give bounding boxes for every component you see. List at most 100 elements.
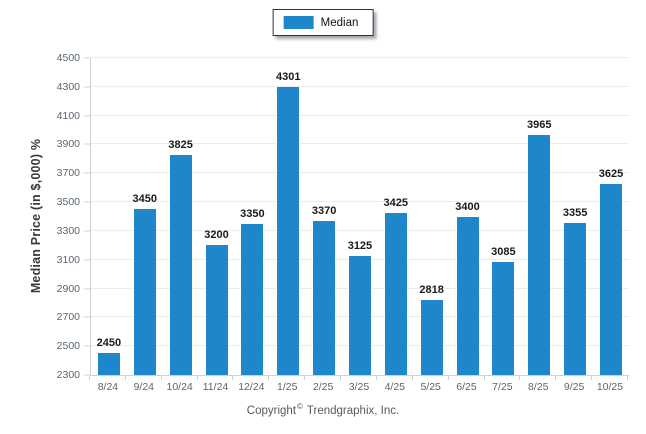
y-axis-tick	[84, 115, 90, 117]
gridline	[91, 85, 629, 87]
x-axis-tick	[591, 376, 593, 380]
bar-cell: 2450	[91, 58, 127, 375]
y-axis-tick	[84, 345, 90, 347]
legend: Median	[272, 9, 374, 36]
bar-cell: 3200	[199, 58, 235, 375]
bar	[528, 135, 551, 375]
bar-cell: 3400	[450, 58, 486, 375]
x-axis-tick	[447, 376, 449, 380]
y-axis-tick	[84, 86, 90, 88]
y-axis-tick	[84, 57, 90, 59]
y-tick-label: 4500	[56, 52, 80, 64]
bar-value-label: 4301	[275, 70, 301, 83]
bar-cell: 3350	[234, 58, 270, 375]
x-axis-tick	[519, 376, 521, 380]
y-tick-label: 2500	[56, 340, 80, 353]
x-tick-label: 12/24	[238, 381, 265, 393]
bar-value-label: 3425	[383, 196, 409, 209]
bar	[420, 300, 443, 375]
y-tick-label: 2900	[56, 282, 80, 295]
bar	[456, 216, 479, 375]
bar-cell: 3425	[378, 58, 414, 375]
x-axis-tick	[89, 376, 90, 380]
x-tick-label: 2/25	[312, 381, 334, 393]
bar-value-label: 3125	[347, 240, 373, 253]
y-axis-tick	[84, 230, 90, 232]
y-tick-label: 2300	[56, 369, 80, 381]
bar-cell: 3625	[593, 58, 629, 375]
x-tick-label: 4/25	[384, 381, 406, 393]
bar-value-label: 3625	[598, 168, 624, 181]
gridline	[91, 143, 629, 145]
y-axis-tick	[84, 201, 90, 203]
bar	[205, 245, 228, 375]
copyright-symbol: ©	[297, 402, 303, 411]
copyright-pre: Copyright	[246, 404, 297, 417]
bar	[169, 155, 192, 375]
bar-value-label: 3370	[311, 204, 337, 217]
bar-cell: 4301	[270, 58, 306, 375]
bar	[564, 222, 587, 375]
gridline	[91, 172, 629, 174]
bar-value-label: 2818	[419, 284, 444, 297]
x-tick-label: 10/24	[166, 381, 193, 393]
gridline	[91, 57, 629, 58]
bar-value-label: 3450	[132, 193, 158, 206]
x-tick-label: 5/25	[420, 381, 441, 393]
x-axis-tick	[483, 376, 485, 380]
y-axis-tick	[84, 172, 90, 174]
bar-value-label: 3350	[240, 207, 265, 220]
bar	[313, 220, 336, 375]
copyright-text: Copyright© Trendgraphix, Inc.	[0, 402, 646, 417]
x-tick-label: 6/25	[456, 381, 477, 393]
bar-cell: 3450	[127, 58, 163, 375]
gridline	[91, 201, 629, 203]
bar	[348, 256, 371, 375]
bar-cell: 3965	[521, 58, 557, 375]
bar-cell: 3085	[485, 58, 521, 375]
bar-value-label: 3355	[562, 206, 588, 219]
bar-value-label: 3965	[526, 119, 552, 132]
bar	[241, 223, 264, 375]
y-axis-tick	[84, 143, 90, 145]
y-tick-label: 3100	[56, 253, 80, 266]
legend-swatch	[283, 16, 314, 29]
y-axis-tick	[84, 374, 90, 376]
y-axis-tick	[84, 316, 90, 318]
x-tick-label: 9/24	[133, 381, 154, 393]
x-axis-tick	[340, 376, 342, 380]
bar	[384, 212, 407, 375]
bar-series: 2450 3450 3825 3200 3350 4301 3370 3125 3425 2818…	[91, 58, 629, 375]
bar	[133, 209, 156, 375]
x-tick-label: 8/25	[528, 381, 549, 393]
y-tick-label: 4100	[56, 109, 80, 122]
y-tick-label: 3700	[56, 167, 80, 180]
x-axis-tick	[124, 376, 126, 380]
plot-area: 2450 3450 3825 3200 3350 4301 3370 3125 3425 2818…	[90, 57, 629, 376]
y-axis-tick	[84, 288, 90, 290]
x-tick-label: 1/25	[277, 381, 298, 393]
copyright-post: Trendgraphix, Inc.	[306, 404, 400, 417]
x-axis-ticks	[89, 376, 628, 380]
x-axis-tick	[555, 376, 557, 380]
x-tick-label: 9/25	[563, 381, 585, 393]
y-axis-tick-labels: 2300 2500 2700 2900 3100 3300 3500 3700 3900 4100…	[0, 52, 80, 381]
y-tick-label: 4300	[56, 80, 80, 93]
x-tick-label: 8/24	[97, 381, 119, 393]
x-tick-label: 10/25	[596, 381, 624, 393]
bar-cell: 3825	[163, 58, 199, 375]
gridline	[91, 229, 629, 231]
x-axis-tick	[375, 376, 377, 380]
bar-cell: 3370	[306, 58, 342, 375]
x-axis-tick	[160, 376, 162, 380]
bar	[97, 353, 120, 375]
legend-label: Median	[320, 16, 359, 29]
x-tick-label: 3/25	[348, 381, 370, 393]
x-axis-tick	[304, 376, 306, 380]
bar-value-label: 3085	[491, 245, 516, 258]
x-axis-labels: 8/24 9/24 10/24 11/24 12/24 1/25 2/25 3/25 4/25 5…	[90, 381, 628, 393]
x-axis-tick	[232, 376, 234, 380]
bar-value-label: 3200	[204, 229, 229, 242]
y-tick-label: 3900	[56, 138, 80, 151]
